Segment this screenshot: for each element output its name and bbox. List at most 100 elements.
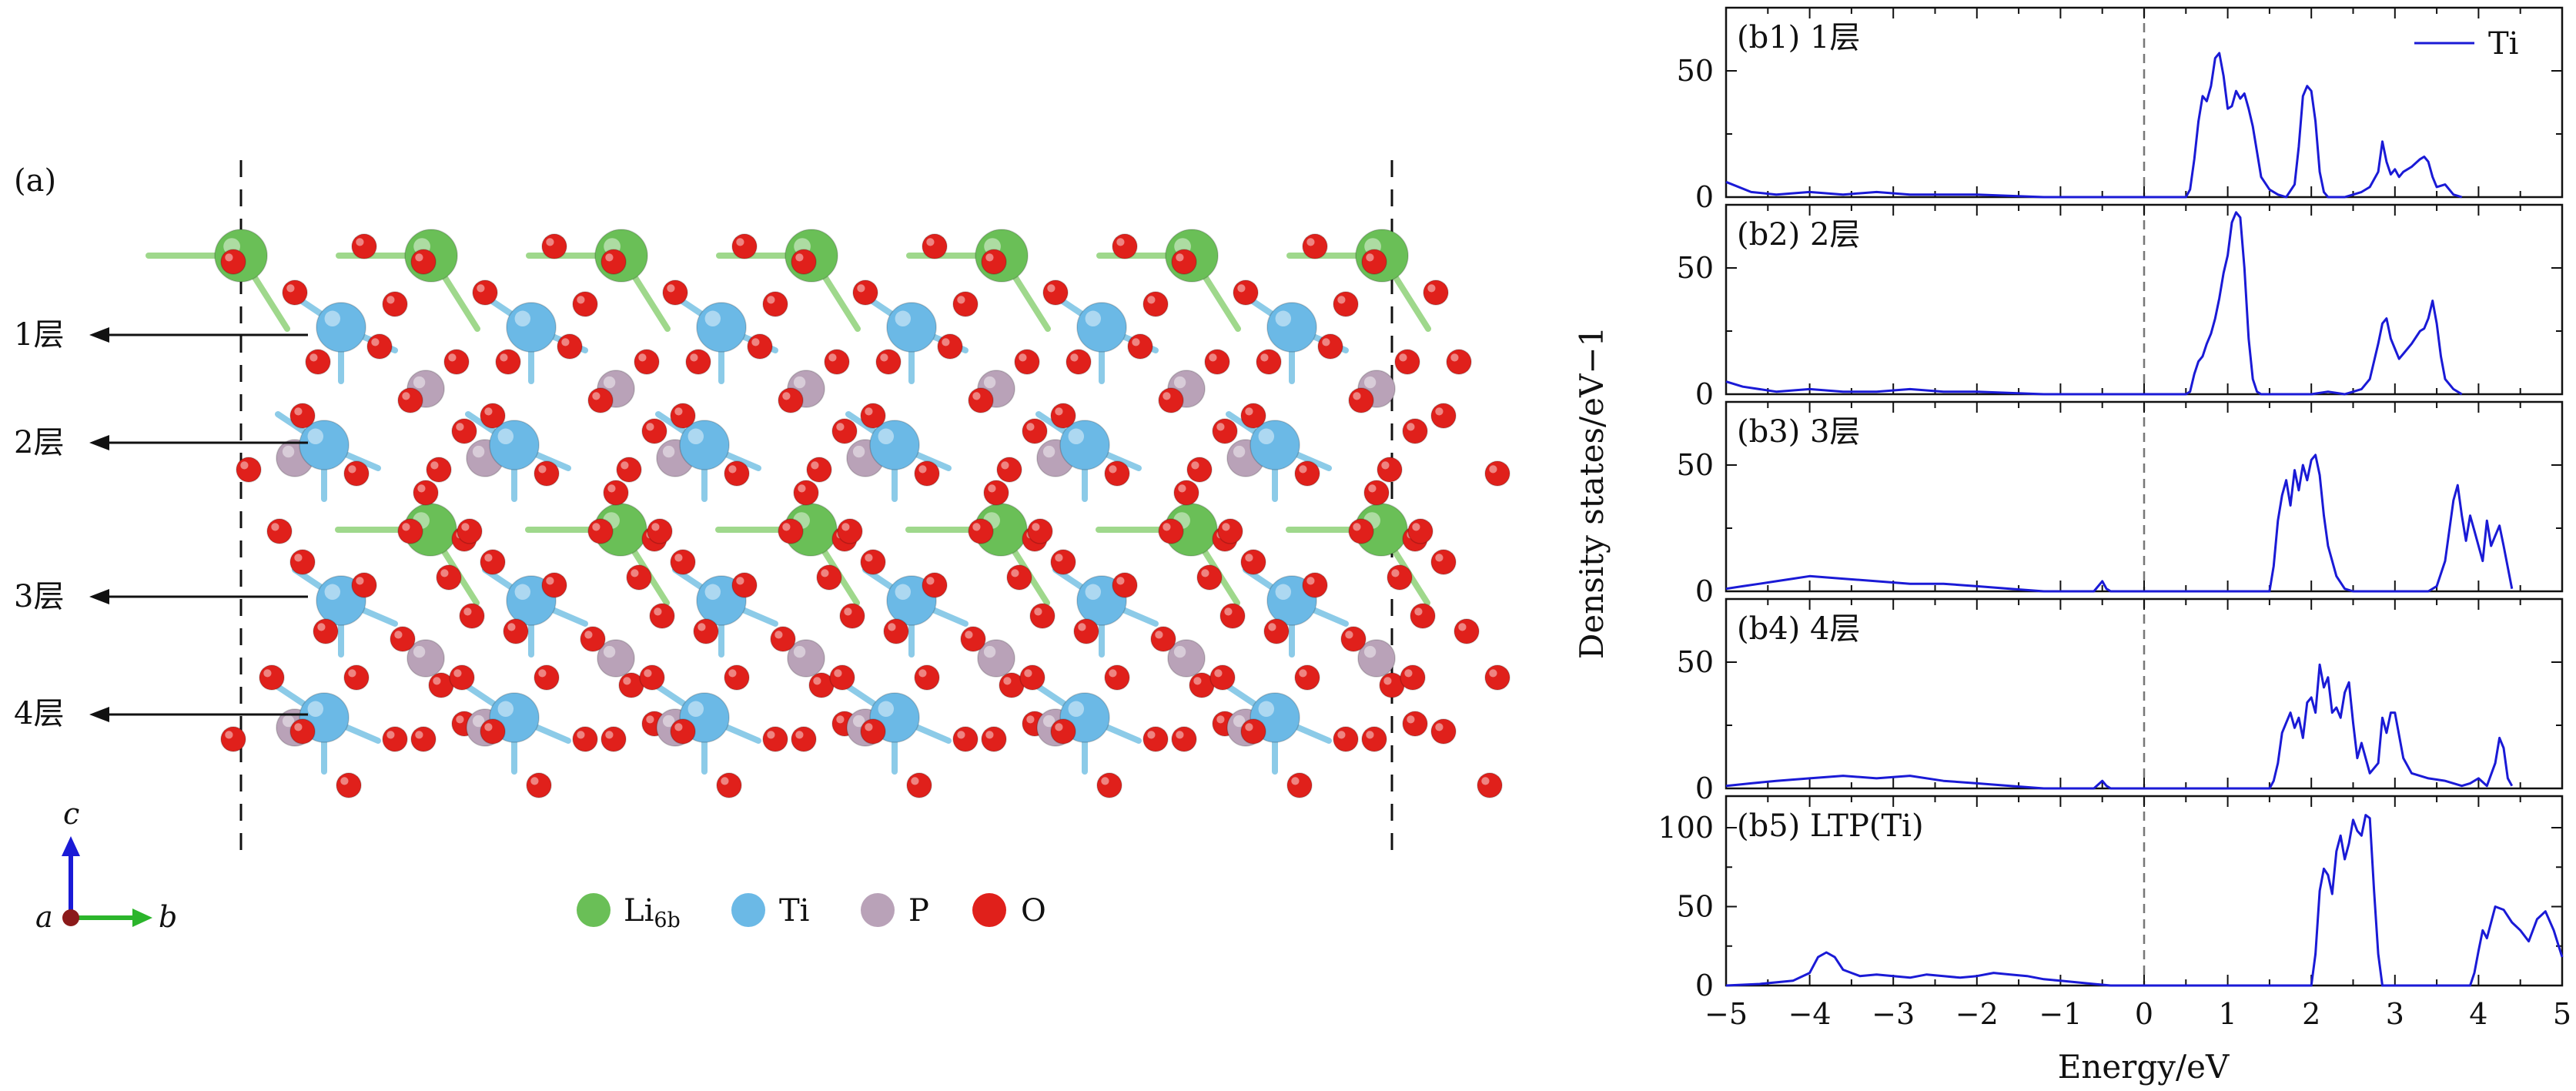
o-atom-highlight bbox=[844, 607, 852, 616]
o-atom bbox=[1240, 403, 1266, 429]
o-atom bbox=[960, 626, 986, 652]
o-atom-highlight bbox=[985, 731, 994, 739]
o-atom-highlight bbox=[1306, 238, 1315, 246]
o-atom bbox=[626, 564, 652, 591]
o-atom bbox=[762, 291, 788, 317]
o-atom bbox=[480, 549, 506, 575]
o-atom-highlight bbox=[577, 296, 585, 304]
p-atom-highlight bbox=[413, 645, 426, 658]
x-tick-label: −3 bbox=[1872, 997, 1915, 1031]
o-atom bbox=[587, 518, 614, 544]
o-atom bbox=[724, 664, 750, 691]
ti-atom-highlight bbox=[687, 701, 704, 718]
o-atom bbox=[266, 518, 293, 544]
o-atom bbox=[996, 457, 1022, 483]
atom-structure bbox=[146, 229, 1510, 798]
o-atom-highlight bbox=[1055, 407, 1063, 416]
o-atom-highlight bbox=[1407, 715, 1415, 724]
ti-atom-highlight bbox=[1068, 701, 1085, 718]
o-atom-highlight bbox=[1176, 253, 1184, 262]
o-atom bbox=[875, 349, 902, 375]
o-atom-highlight bbox=[926, 238, 935, 246]
o-atom-highlight bbox=[461, 523, 470, 531]
atom-legend: Li6b Ti P O bbox=[577, 893, 1046, 932]
o-atom bbox=[806, 457, 832, 483]
o-atom-highlight bbox=[1011, 569, 1019, 577]
p-atom-highlight bbox=[1233, 715, 1246, 728]
o-atom bbox=[390, 626, 416, 652]
o-atom-highlight bbox=[1216, 715, 1225, 724]
ti-atom-highlight bbox=[307, 701, 324, 718]
o-atom-highlight bbox=[813, 677, 821, 685]
o-atom bbox=[968, 518, 994, 544]
o-atom bbox=[824, 349, 850, 375]
o-atom-highlight bbox=[811, 461, 819, 470]
legend-item-li: Li6b bbox=[577, 893, 681, 932]
o-atom bbox=[443, 349, 470, 375]
o-atom bbox=[343, 460, 370, 487]
o-atom bbox=[1050, 718, 1076, 745]
o-atom-highlight bbox=[836, 423, 845, 431]
o-atom-highlight bbox=[972, 392, 981, 400]
o-atom bbox=[503, 618, 529, 644]
o-atom-highlight bbox=[674, 554, 683, 562]
o-atom-highlight bbox=[795, 253, 804, 262]
o-atom bbox=[981, 726, 1007, 752]
ti-atom bbox=[1059, 420, 1110, 470]
o-atom bbox=[983, 480, 1009, 506]
ti-atom bbox=[886, 302, 937, 353]
o-atom-highlight bbox=[546, 577, 554, 585]
o-atom-highlight bbox=[1322, 338, 1330, 346]
ti-atom bbox=[489, 420, 540, 470]
o-atom-highlight bbox=[1155, 631, 1163, 639]
o-atom bbox=[670, 718, 696, 745]
o-atom-highlight bbox=[530, 777, 539, 785]
o-atom bbox=[1387, 564, 1413, 591]
y-tick-label: 0 bbox=[1695, 969, 1714, 1002]
ti-atom-highlight bbox=[1275, 310, 1292, 327]
o-atom bbox=[480, 403, 506, 429]
p-atom-highlight bbox=[603, 645, 616, 658]
y-tick-label: 50 bbox=[1677, 54, 1714, 88]
ti-legend-swatch bbox=[731, 893, 765, 927]
o-atom bbox=[259, 664, 285, 691]
p-atom bbox=[1167, 639, 1206, 678]
o-legend-label: O bbox=[1021, 893, 1046, 929]
o-atom bbox=[1484, 664, 1510, 691]
o-atom bbox=[883, 618, 909, 644]
p-atom-highlight bbox=[1042, 715, 1055, 728]
o-atom bbox=[580, 626, 606, 652]
o-atom-highlight bbox=[1191, 461, 1199, 470]
o-atom-highlight bbox=[1260, 353, 1269, 362]
dos-chart: Density states/eV−1 Energy/eV 050(b1) 1层… bbox=[1573, 6, 2571, 1086]
o-atom-highlight bbox=[1268, 623, 1276, 631]
p-atom-highlight bbox=[1173, 645, 1186, 658]
o-atom-highlight bbox=[433, 677, 441, 685]
o-atom-highlight bbox=[294, 723, 303, 731]
x-tick-label: 0 bbox=[2135, 997, 2153, 1031]
o-atom bbox=[495, 349, 521, 375]
legend-item-p: P bbox=[861, 893, 929, 929]
o-atom-highlight bbox=[836, 715, 845, 724]
y-tick-label: 50 bbox=[1677, 448, 1714, 482]
x-tick-label: 4 bbox=[2469, 997, 2487, 1031]
o-atom-highlight bbox=[356, 577, 364, 585]
o-atom-highlight bbox=[271, 523, 279, 531]
o-atom-highlight bbox=[1366, 731, 1374, 739]
o-atom-highlight bbox=[1003, 677, 1012, 685]
ti-atom-highlight bbox=[895, 310, 912, 327]
o-atom bbox=[791, 726, 817, 752]
o-atom bbox=[1240, 718, 1266, 745]
o-atom bbox=[1212, 418, 1238, 444]
o-atom bbox=[1042, 279, 1069, 306]
o-atom bbox=[1333, 291, 1359, 317]
o-atom-highlight bbox=[736, 238, 744, 246]
o-atom bbox=[837, 518, 863, 544]
ti-atom bbox=[1266, 302, 1317, 353]
a-axis-origin bbox=[62, 909, 79, 926]
o-atom-highlight bbox=[1435, 723, 1444, 731]
p-atom-highlight bbox=[1042, 445, 1055, 458]
o-atom bbox=[1112, 233, 1138, 259]
o-atom-highlight bbox=[865, 407, 873, 416]
o-atom bbox=[336, 772, 362, 798]
